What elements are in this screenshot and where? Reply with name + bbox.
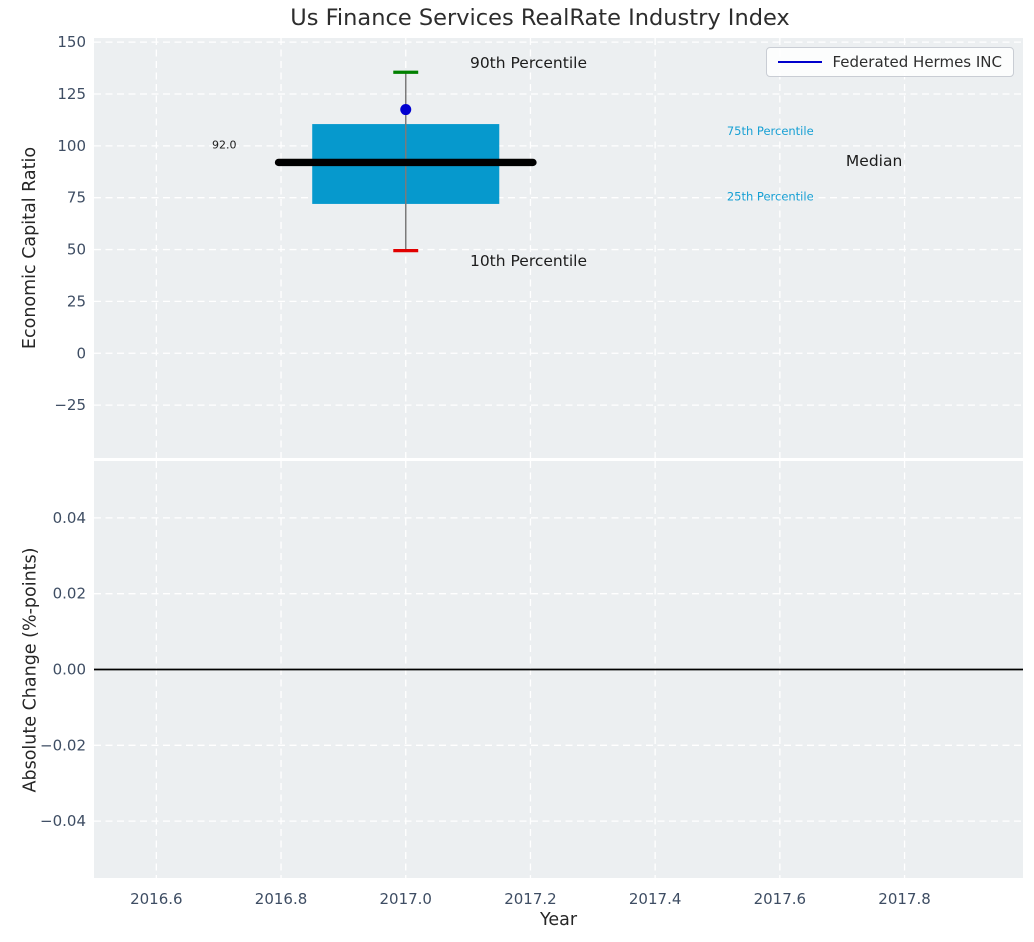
y-tick-label: −25 [54,396,86,414]
y-tick-label: 150 [57,33,86,51]
annotation-text: Median [846,152,902,170]
y-tick-label: 125 [57,85,86,103]
x-tick-label: 2017.0 [379,890,432,908]
y-tick-label: −0.04 [40,812,86,830]
x-axis-label: Year [539,910,578,930]
legend: Federated Hermes INC [765,47,1014,77]
y-tick-label: 25 [67,292,86,310]
annotation-text: 75th Percentile [727,124,814,138]
y-tick-label: 100 [57,137,86,155]
x-tick-label: 2016.6 [130,890,183,908]
y-tick-label: 0.04 [53,509,86,527]
x-tick-label: 2016.8 [255,890,308,908]
y-tick-label: 0.02 [53,585,86,603]
y-tick-label: 50 [67,241,86,259]
x-tick-label: 2017.6 [754,890,807,908]
legend-line-swatch [777,61,822,63]
panel-background-economic-capital-ratio [94,38,1023,458]
y-tick-label: 75 [67,189,86,207]
x-tick-label: 2017.8 [878,890,931,908]
legend-label: Federated Hermes INC [832,53,1003,71]
chart-title: Us Finance Services RealRate Industry In… [290,5,790,31]
x-tick-label: 2017.2 [504,890,557,908]
company-point [400,104,412,116]
x-tick-label: 2017.4 [629,890,682,908]
y-tick-label: 0 [76,344,86,362]
annotation-text: 25th Percentile [727,189,814,203]
annotation-text: 92.0 [212,139,237,152]
annotation-text: 10th Percentile [470,252,587,270]
annotation-text: 90th Percentile [470,54,587,72]
y-tick-label: 0.00 [53,661,86,679]
y-tick-label: −0.02 [40,736,86,754]
